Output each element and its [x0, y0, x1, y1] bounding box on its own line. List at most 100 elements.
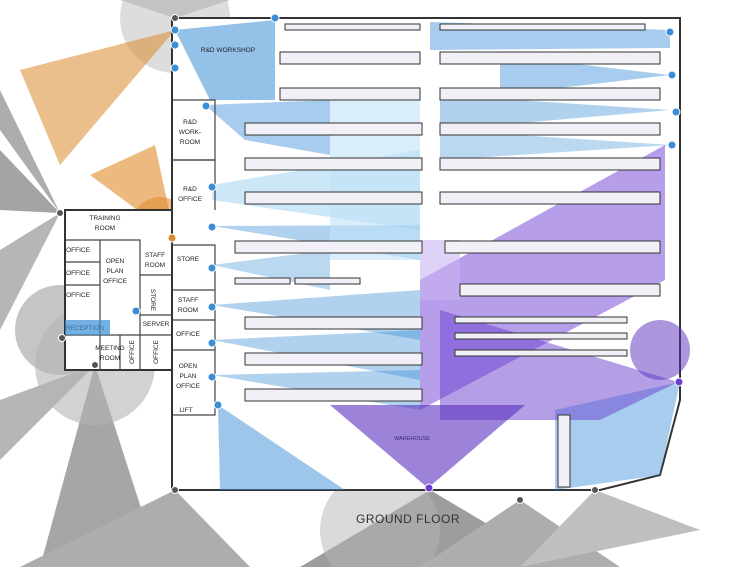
blue-cone-right-3 — [440, 95, 670, 130]
rack — [279, 51, 421, 65]
rack — [439, 191, 661, 205]
label-staff-room2-1: STAFF — [178, 297, 198, 304]
camera-icon — [167, 233, 177, 243]
grey-cone-bottom-1 — [20, 490, 250, 567]
camera-icon — [170, 25, 180, 35]
camera-icon — [171, 486, 179, 494]
camera-icon — [58, 334, 66, 342]
camera-icon — [207, 338, 217, 348]
camera-icon — [91, 361, 99, 369]
label-training-2: ROOM — [95, 225, 115, 232]
camera-icon — [424, 483, 434, 493]
grey-cone-bottom-right — [520, 490, 700, 567]
grey-circle-bottom-mid — [320, 470, 440, 567]
label-rd-office-1: R&D — [183, 186, 197, 193]
label-rd-workroom-1: R&D — [183, 119, 197, 126]
camera-icon — [207, 222, 217, 232]
rack — [244, 316, 423, 330]
camera-icon — [56, 209, 64, 217]
rack — [284, 23, 421, 31]
blue-cone-top-right-2 — [500, 55, 670, 95]
camera-icon — [207, 182, 217, 192]
label-office-a: OFFICE — [66, 247, 90, 254]
label-rd-office-2: OFFICE — [178, 196, 202, 203]
camera-icon — [671, 107, 681, 117]
label-office-b: OFFICE — [66, 270, 90, 277]
rack — [439, 87, 661, 101]
blue-cone-rd-workshop — [175, 20, 275, 100]
rack — [234, 277, 291, 285]
label-training-1: TRAINING — [89, 215, 120, 222]
purple-circle-right — [630, 320, 690, 380]
camera-icon — [171, 14, 179, 22]
blue-cone-right-4 — [440, 130, 672, 160]
rack — [439, 23, 646, 31]
camera-markers — [56, 13, 684, 504]
purple-light-band — [420, 240, 460, 300]
label-meeting-1: MEETING — [95, 345, 125, 352]
label-server: SERVER — [143, 321, 170, 328]
rack — [459, 283, 661, 297]
grey-cone-left-2 — [0, 150, 60, 213]
label-staff-room-1: STAFF — [145, 252, 165, 259]
label-store-2: STORE — [149, 289, 156, 312]
camera-icon — [516, 496, 524, 504]
camera-icon — [667, 70, 677, 80]
label-openplan-1-a: OPEN — [106, 258, 125, 265]
rack — [279, 87, 421, 101]
camera-icon — [170, 63, 180, 73]
blue-light-band — [330, 100, 420, 260]
camera-icon — [207, 263, 217, 273]
rack — [244, 352, 423, 366]
grey-cone-bottom-left-1 — [0, 365, 95, 460]
camera-icon — [207, 302, 217, 312]
grey-cone-top-left — [120, 0, 230, 18]
rack — [444, 240, 661, 254]
camera-icon — [131, 306, 141, 316]
rack — [294, 277, 361, 285]
camera-icon — [213, 400, 223, 410]
label-rd-workroom-2: WORK- — [179, 129, 201, 136]
label-staff-room2-2: ROOM — [178, 307, 198, 314]
label-office-d: OFFICE — [176, 331, 200, 338]
camera-icon — [591, 486, 599, 494]
label-lift: LIFT — [179, 407, 192, 414]
grey-cone-left-3 — [0, 213, 60, 330]
reception-highlight — [65, 320, 110, 335]
label-openplan-2-c: OFFICE — [176, 383, 200, 390]
rack — [244, 191, 423, 205]
room-labels: R&D WORKSHOP R&D WORK- ROOM R&D OFFICE T… — [66, 47, 430, 442]
label-meeting-2: ROOM — [100, 355, 120, 362]
rack — [234, 240, 423, 254]
rack — [454, 332, 628, 340]
rack — [439, 51, 661, 65]
label-office-c: OFFICE — [66, 292, 90, 299]
rack — [454, 349, 628, 357]
camera-icon — [170, 40, 180, 50]
blue-cone-bottom-left — [218, 405, 345, 490]
label-openplan-2-b: PLAN — [180, 373, 197, 380]
camera-icon — [674, 377, 684, 387]
orange-cone-top — [20, 30, 175, 165]
grey-cone-left-1 — [0, 90, 60, 213]
camera-icon — [207, 372, 217, 382]
label-openplan-1-b: PLAN — [107, 268, 124, 275]
rack — [244, 122, 423, 136]
label-rd-workroom-3: ROOM — [180, 139, 200, 146]
rack — [244, 157, 423, 171]
label-openplan-2-a: OPEN — [179, 363, 198, 370]
label-store-1: STORE — [177, 256, 200, 263]
camera-icon — [665, 27, 675, 37]
label-openplan-1-c: OFFICE — [103, 278, 127, 285]
label-warehouse: WAREHOUSE — [394, 436, 430, 442]
purple-cone-warehouse — [330, 405, 525, 488]
floor-title: GROUND FLOOR — [356, 512, 460, 526]
camera-icon — [201, 101, 211, 111]
rack — [454, 316, 628, 324]
camera-icon — [270, 13, 280, 23]
rack — [244, 388, 423, 402]
rack — [439, 122, 661, 136]
label-office-small-1: OFFICE — [129, 339, 136, 363]
